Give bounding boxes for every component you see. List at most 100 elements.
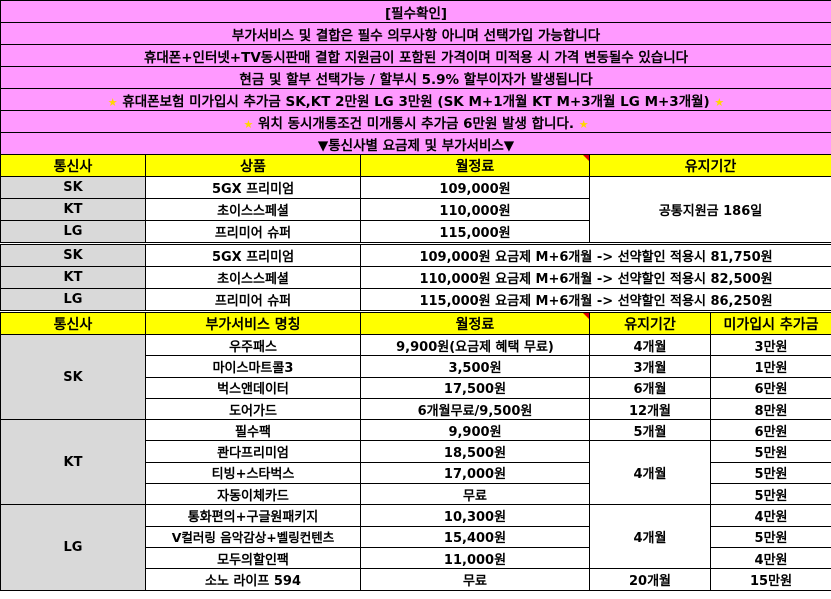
star-icon: ★ — [107, 95, 118, 109]
addon-period: 6개월 — [589, 376, 711, 399]
table-row: 모두의할인팩 11,000원 4만원 — [1, 546, 831, 570]
header-penalty: 미가입시 추가금 — [709, 312, 831, 335]
addon-fee: 10,300원 — [360, 504, 590, 527]
notice-watch-text: 워치 동시개통조건 미개통시 추가금 6만원 발생 합니다. — [258, 115, 575, 132]
addon-name: 벅스앤데이터 — [145, 376, 361, 399]
addon-penalty: 6만원 — [709, 419, 831, 442]
addon-name: 소노 라이프 594 — [145, 568, 361, 591]
fee-cell: 115,000원 — [360, 220, 590, 243]
addon-name: 통화편의+구글원패키지 — [145, 504, 361, 527]
addon-period: 12개월 — [589, 397, 711, 421]
carrier-cell: LG — [0, 288, 146, 311]
addon-name: 콴다프리미엄 — [145, 440, 361, 463]
notice-watch: ★ 워치 동시개통조건 미개통시 추가금 6만원 발생 합니다. ★ — [0, 110, 831, 133]
addon-penalty: 6만원 — [709, 376, 831, 399]
addon-name: 마이스마트콜3 — [145, 355, 361, 378]
carrier-cell: SK — [0, 333, 146, 421]
addon-fee: 9,900원(요금제 혜택 무료) — [360, 333, 590, 357]
addon-period: 4개월 — [589, 440, 711, 506]
addon-fee: 6개월무료/9,500원 — [360, 397, 590, 421]
product-cell: 초이스스페셜 — [145, 266, 361, 289]
header-carrier: 통신사 — [0, 312, 146, 335]
notice-insurance: ★ 휴대폰보험 미가입시 추가금 SK,KT 2만원 LG 3만원 (SK M+… — [0, 88, 831, 111]
notice-title: [필수확인] — [0, 0, 831, 23]
addon-name: 우주패스 — [145, 333, 361, 357]
table-row: SK 우주패스 9,900원(요금제 혜택 무료) 4개월 3만원 — [0, 333, 831, 421]
comment-indicator-icon — [583, 313, 589, 319]
section-title: ▼통신사별 요금제 및 부가서비스▼ — [0, 132, 831, 155]
table-row: SK 5GX 프리미엄 109,000원 공통지원금 186일 — [0, 176, 831, 243]
carrier-cell: KT — [0, 266, 146, 289]
addon-period: 3개월 — [589, 355, 711, 378]
header-period: 유지기간 — [589, 312, 711, 335]
addon-penalty: 8만원 — [709, 397, 831, 421]
fee-cell: 110,000원 — [360, 198, 590, 221]
addon-name: 도어가드 — [145, 397, 361, 421]
table-row: KT 필수팩 9,900원 5개월 6만원 — [0, 419, 831, 506]
table-row: KT 초이스스페셜 110,000원 — [0, 198, 831, 221]
header-period: 유지기간 — [588, 154, 831, 177]
header-fee-text: 월정료 — [455, 316, 495, 333]
carrier-cell: SK — [0, 244, 146, 267]
addon-penalty: 5만원 — [709, 525, 831, 548]
carrier-cell: KT — [0, 419, 146, 506]
header-fee: 월정료 — [360, 312, 590, 335]
addon-penalty: 1만원 — [709, 355, 831, 378]
table-row: 자동이체카드 무료 5만원 — [1, 483, 831, 506]
addon-period: 4개월 — [589, 333, 711, 357]
addon-fee: 9,900원 — [360, 419, 590, 442]
discount-cell: 115,000원 요금제 M+6개월 -> 선약할인 적용시 86,250원 — [359, 288, 831, 311]
addon-name: 티빙+스타벅스 — [145, 461, 361, 485]
carrier-cell: LG — [0, 504, 146, 591]
product-cell: 프리미어 슈퍼 — [145, 220, 361, 243]
addon-fee: 17,500원 — [360, 376, 590, 399]
addon-name: 필수팩 — [145, 419, 361, 442]
notice-bundle: 휴대폰+인터넷+TV동시판매 결합 지원금이 포함된 가격이며 미적용 시 가격… — [0, 44, 831, 67]
discount-cell: 109,000원 요금제 M+6개월 -> 선약할인 적용시 81,750원 — [359, 244, 831, 267]
addon-fee: 3,500원 — [360, 355, 590, 378]
table-row: LG 통화편의+구글원패키지 10,300원 4개월 4만원 — [0, 504, 831, 591]
addon-period: 20개월 — [589, 568, 711, 591]
addon-period: 5개월 — [589, 419, 711, 442]
notice-optional: 부가서비스 및 결합은 필수 의무사항 아니며 선택가입 가능합니다 — [0, 22, 831, 45]
header-fee: 월정료 — [360, 154, 590, 177]
header-fee-text: 월정료 — [455, 158, 495, 175]
fee-cell: 109,000원 — [360, 176, 590, 199]
addon-penalty: 15만원 — [709, 568, 831, 591]
product-cell: 프리미어 슈퍼 — [145, 288, 361, 311]
addon-fee: 18,500원 — [360, 440, 590, 463]
carrier-cell: KT — [0, 198, 146, 221]
header-carrier: 통신사 — [0, 154, 146, 177]
addon-fee: 15,400원 — [360, 525, 590, 548]
addon-fee: 무료 — [360, 483, 590, 506]
product-cell: 초이스스페셜 — [145, 198, 361, 221]
addon-name: 모두의할인팩 — [145, 546, 361, 570]
table-row: 마이스마트콜3 3,500원 3개월 1만원 — [1, 355, 831, 378]
product-cell: 5GX 프리미엄 — [145, 176, 361, 199]
carrier-cell: LG — [0, 220, 146, 243]
table-row: SK 5GX 프리미엄 109,000원 요금제 M+6개월 -> 선약할인 적… — [0, 244, 831, 267]
comment-indicator-icon — [583, 155, 589, 161]
addon-penalty: 4만원 — [709, 504, 831, 527]
product-cell: 5GX 프리미엄 — [145, 244, 361, 267]
addon-penalty: 3만원 — [709, 333, 831, 357]
table-row: KT 초이스스페셜 110,000원 요금제 M+6개월 -> 선약할인 적용시… — [0, 266, 831, 289]
star-icon: ★ — [578, 117, 589, 131]
carrier-cell: SK — [0, 176, 146, 199]
addon-fee: 무료 — [360, 568, 590, 591]
notice-installment: 현금 및 할부 선택가능 / 할부시 5.9% 할부이자가 발생됩니다 — [0, 66, 831, 89]
table-row: 콴다프리미엄 18,500원 4개월 5만원 — [1, 440, 831, 506]
table-row: 소노 라이프 594 무료 20개월 15만원 — [1, 568, 831, 591]
header-product: 상품 — [145, 154, 361, 177]
addon-name: V컬러링 음악감상+벨링컨텐츠 — [145, 525, 361, 548]
addon-period: 4개월 — [589, 504, 711, 570]
notice-insurance-text: 휴대폰보험 미가입시 추가금 SK,KT 2만원 LG 3만원 (SK M+1개… — [122, 93, 710, 110]
addon-name: 자동이체카드 — [145, 483, 361, 506]
star-icon: ★ — [714, 95, 725, 109]
addon-penalty: 5만원 — [709, 461, 831, 485]
table-row: LG 프리미어 슈퍼 115,000원 요금제 M+6개월 -> 선약할인 적용… — [0, 288, 831, 311]
addon-penalty: 5만원 — [709, 440, 831, 463]
table-row: 티빙+스타벅스 17,000원 5만원 — [1, 461, 831, 485]
table-row: 벅스앤데이터 17,500원 6개월 6만원 — [1, 376, 831, 399]
